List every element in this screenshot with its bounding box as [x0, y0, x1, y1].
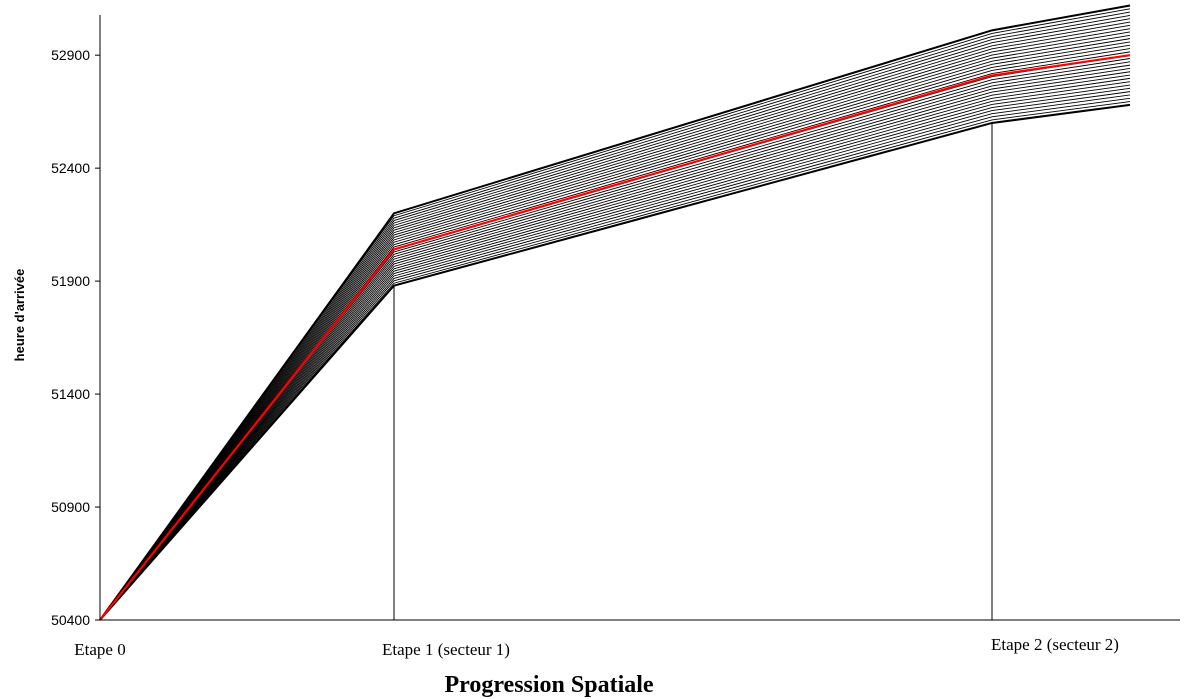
band-line [99, 34, 1131, 621]
band-line [99, 18, 1131, 621]
band-line [99, 21, 1131, 621]
y-tick-label: 51900 [51, 273, 90, 289]
y-tick-label: 50900 [51, 499, 90, 515]
band-line [99, 91, 1131, 621]
x-category-labels: Etape 0 Etape 1 (secteur 1) Etape 2 (secte… [74, 635, 1119, 659]
band-line [99, 58, 1131, 621]
highlight-line [99, 54, 1131, 621]
y-tick-label: 51400 [51, 386, 90, 402]
band-line [99, 103, 1131, 621]
band-line [99, 38, 1131, 621]
band-line [99, 87, 1131, 621]
band-line [99, 31, 1131, 621]
band-line [99, 4, 1131, 621]
y-tick-label: 52400 [51, 160, 90, 176]
highlight-series [99, 54, 1131, 621]
band-line [99, 11, 1131, 621]
x-axis-label: Progression Spatiale [444, 672, 653, 698]
band-line [99, 81, 1131, 621]
band-line [99, 28, 1131, 621]
band-line [99, 51, 1131, 621]
band-line [99, 67, 1131, 621]
x-category-label: Etape 0 [74, 640, 125, 659]
band-line [99, 94, 1131, 621]
band-line [99, 54, 1131, 621]
y-axis-label: heure d'arrivée [12, 269, 27, 362]
y-tick-labels: 50400 50900 51400 51900 52400 52900 [51, 47, 100, 628]
band-line [99, 61, 1131, 621]
band-line [99, 74, 1131, 621]
x-category-label: Etape 1 (secteur 1) [382, 640, 510, 659]
stage-marker-lines [393, 122, 993, 620]
y-tick-label: 50400 [51, 612, 90, 628]
band-line [99, 64, 1131, 621]
band-line [99, 8, 1131, 621]
band-line [99, 71, 1131, 621]
band-line [99, 24, 1131, 621]
y-tick-label: 52900 [51, 47, 90, 63]
band-line [99, 14, 1131, 621]
band-line [99, 44, 1131, 621]
band-line [99, 77, 1131, 621]
band-line [99, 97, 1131, 621]
band-line [99, 41, 1131, 621]
band-line [99, 48, 1131, 621]
x-category-label: Etape 2 (secteur 2) [991, 635, 1119, 654]
band-line [99, 84, 1131, 621]
axes [99, 15, 1180, 621]
band-lines [99, 4, 1131, 621]
band-line [99, 101, 1131, 621]
